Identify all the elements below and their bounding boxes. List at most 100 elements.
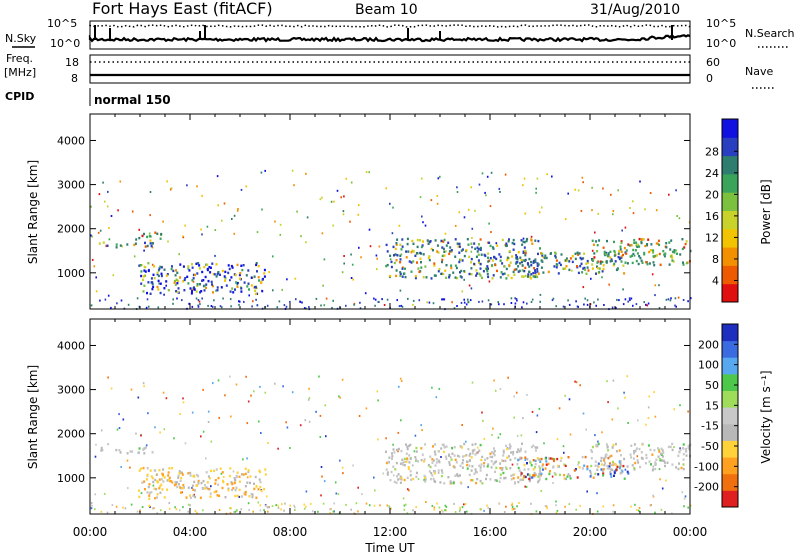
scatter-cell (547, 462, 550, 466)
scatter-cell (224, 276, 227, 280)
scatter-cell (249, 475, 252, 478)
scatter-cell (593, 301, 595, 304)
scatter-cell (156, 493, 159, 496)
scatter-cell (585, 262, 588, 265)
scatter-cell (406, 237, 409, 241)
scatter-cell (629, 255, 632, 258)
scatter-cell (528, 477, 531, 481)
scatter-cell (606, 445, 609, 448)
scatter-cell (98, 242, 101, 245)
scatter-cell (436, 202, 439, 205)
scatter-cell (159, 485, 162, 488)
scatter-cell (534, 446, 537, 449)
scatter-cell (406, 445, 409, 449)
scatter-cell (230, 305, 232, 308)
scatter-cell (459, 474, 461, 477)
scatter-cell (479, 479, 482, 483)
scatter-cell (488, 222, 490, 225)
scatter-cell (489, 257, 492, 260)
scatter-cell (469, 452, 472, 455)
scatter-cell (682, 263, 685, 266)
scatter-cell (257, 501, 260, 504)
scatter-cell (168, 502, 171, 505)
scatter-cell (274, 220, 276, 223)
scatter-cell (534, 271, 537, 274)
scatter-cell (431, 458, 434, 461)
scatter-cell (148, 494, 151, 497)
scatter-cell (254, 286, 257, 289)
scatter-cell (681, 491, 684, 494)
scatter-cell (435, 458, 438, 461)
scatter-cell (515, 391, 518, 394)
scatter-cell (555, 263, 558, 266)
x-tick-label: 00:00 (673, 525, 708, 539)
scatter-cell (430, 199, 433, 202)
scatter-cell (626, 262, 629, 265)
scatter-cell (392, 474, 395, 477)
scatter-cell (440, 272, 443, 275)
scatter-cell (684, 242, 687, 246)
scatter-cell (454, 458, 457, 461)
scatter-cell (259, 504, 262, 507)
scatter-cell (208, 266, 211, 269)
scatter-cell (605, 253, 608, 256)
scatter-cell (145, 478, 148, 481)
scatter-cell (415, 450, 418, 453)
scatter-cell (456, 454, 459, 458)
scatter-cell (534, 275, 537, 279)
colorbar-tick-label: 28 (705, 145, 719, 158)
scatter-cell (149, 506, 151, 508)
scatter-cell (575, 381, 578, 384)
scatter-cell (124, 507, 127, 510)
scatter-cell (147, 281, 150, 284)
scatter-cell (432, 477, 435, 481)
scatter-cell (510, 451, 513, 454)
scatter-cell (178, 483, 180, 486)
scatter-cell (626, 470, 629, 474)
scatter-cell (146, 291, 148, 295)
scatter-cell (566, 475, 569, 478)
scatter-cell (293, 184, 295, 187)
scatter-cell (141, 264, 143, 267)
colorbar-swatch (722, 407, 738, 425)
scatter-cell (591, 209, 593, 212)
scatter-cell (231, 218, 233, 220)
scatter-cell (424, 476, 426, 479)
scatter-cell (477, 253, 480, 256)
scatter-cell (245, 185, 248, 188)
scatter-cell (365, 171, 368, 174)
scatter-cell (148, 491, 151, 495)
scatter-cell (622, 264, 625, 267)
scatter-cell (635, 259, 638, 263)
scatter-cell (516, 505, 518, 508)
scatter-cell (286, 426, 289, 429)
scatter-cell (216, 175, 219, 178)
scatter-cell (402, 497, 405, 500)
scatter-cell (587, 269, 590, 272)
scatter-cell (189, 496, 192, 499)
scatter-cell (95, 443, 97, 446)
scatter-cell (217, 204, 219, 207)
scatter-cell (238, 475, 241, 478)
scatter-cell (154, 469, 157, 472)
scatter-cell (224, 270, 227, 274)
scatter-cell (226, 483, 229, 486)
scatter-cell (534, 474, 537, 477)
scatter-cell (640, 456, 643, 460)
scatter-cell (150, 277, 153, 280)
scatter-cell (687, 410, 689, 413)
scatter-cell (189, 494, 191, 497)
scatter-cell (358, 246, 360, 249)
scatter-cell (159, 431, 161, 434)
scatter-cell (566, 259, 569, 262)
scatter-cell (408, 489, 410, 492)
scatter-cell (536, 457, 539, 460)
scatter-cell (149, 191, 152, 193)
scatter-cell (508, 250, 511, 253)
scatter-cell (460, 482, 463, 485)
scatter-cell (358, 204, 360, 207)
scatter-cell (499, 259, 502, 262)
scatter-cell (546, 173, 548, 176)
scatter-cell (685, 261, 688, 265)
scatter-cell (485, 473, 488, 477)
